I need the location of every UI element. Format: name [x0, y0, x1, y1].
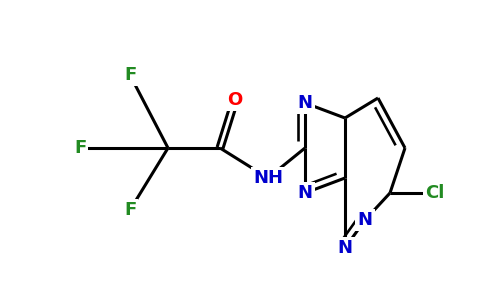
Text: Cl: Cl: [425, 184, 445, 202]
Text: N: N: [298, 184, 313, 202]
Text: N: N: [337, 239, 352, 257]
Text: F: F: [124, 66, 136, 84]
Text: F: F: [124, 201, 136, 219]
Text: N: N: [358, 211, 373, 229]
Text: O: O: [227, 91, 242, 109]
Text: F: F: [74, 139, 86, 157]
Text: N: N: [298, 94, 313, 112]
Text: NH: NH: [253, 169, 283, 187]
